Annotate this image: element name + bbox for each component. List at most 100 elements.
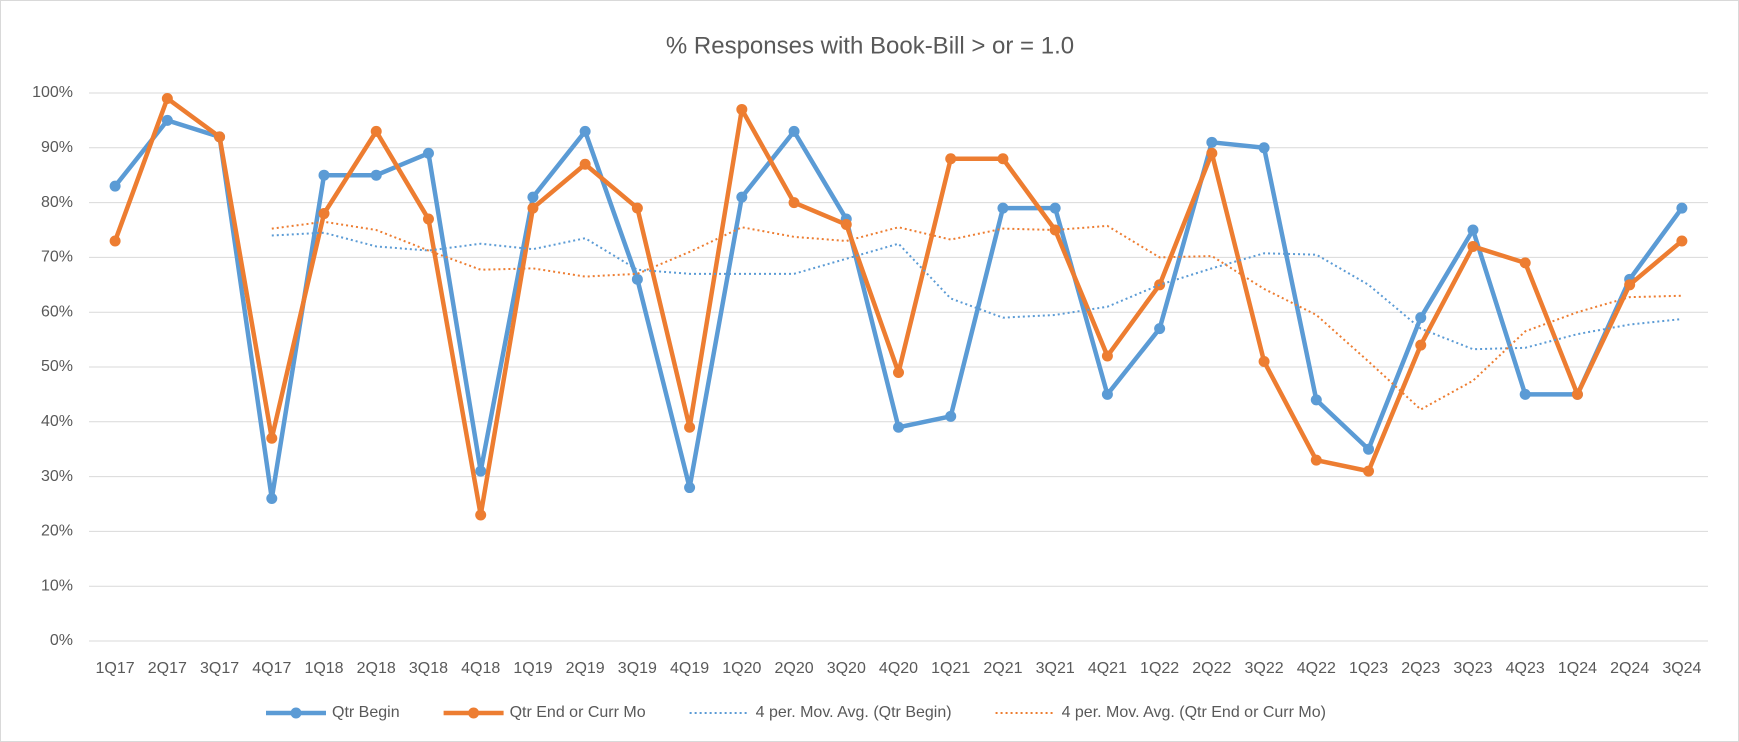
data-point [370, 125, 382, 137]
data-point [475, 465, 487, 477]
data-point [318, 169, 330, 181]
data-point [1258, 142, 1270, 154]
x-tick-label: 1Q19 [513, 660, 552, 677]
data-point [893, 366, 904, 378]
x-tick-label: 2Q20 [774, 660, 813, 677]
y-tick-label: 0% [50, 632, 73, 649]
y-tick-label: 20% [41, 523, 73, 540]
legend-label: 4 per. Mov. Avg. (Qtr Begin) [756, 704, 952, 721]
x-tick-label: 2Q21 [983, 660, 1022, 677]
data-point [214, 131, 226, 143]
x-tick-label: 4Q17 [252, 660, 291, 677]
data-point [1519, 257, 1531, 269]
y-tick-label: 90% [41, 139, 73, 156]
data-point [945, 153, 957, 165]
data-point [475, 509, 487, 521]
data-point [945, 410, 957, 422]
legend-label: Qtr Begin [332, 704, 400, 721]
y-tick-label: 60% [41, 303, 73, 320]
x-tick-label: 4Q22 [1297, 660, 1336, 677]
data-point [579, 125, 591, 137]
data-point [684, 482, 696, 494]
x-tick-label: 4Q21 [1088, 660, 1127, 677]
y-tick-label: 30% [41, 468, 73, 485]
data-point [109, 235, 121, 247]
data-point [527, 202, 539, 214]
data-point [1101, 388, 1113, 400]
data-point [631, 202, 643, 214]
x-tick-label: 3Q19 [618, 660, 657, 677]
data-point [997, 153, 1009, 165]
data-point [422, 213, 434, 225]
data-point [266, 432, 278, 444]
x-tick-label: 2Q18 [357, 660, 396, 677]
x-tick-label: 1Q24 [1558, 660, 1597, 677]
x-tick-label: 1Q18 [304, 660, 343, 677]
x-tick-label: 3Q22 [1245, 660, 1284, 677]
x-tick-label: 4Q18 [461, 660, 500, 677]
data-point [161, 92, 173, 104]
y-tick-label: 70% [41, 249, 73, 266]
data-point [1571, 388, 1583, 400]
data-point [736, 191, 748, 203]
data-point [579, 158, 591, 170]
data-point [631, 273, 643, 285]
data-point [840, 219, 852, 231]
data-point [1206, 136, 1218, 148]
data-point [1206, 147, 1218, 159]
data-point [1519, 388, 1531, 400]
x-tick-label: 3Q17 [200, 660, 239, 677]
x-tick-label: 4Q19 [670, 660, 709, 677]
legend-marker [468, 707, 480, 719]
x-tick-label: 3Q21 [1036, 660, 1075, 677]
data-point [318, 208, 330, 220]
data-point [1467, 224, 1479, 236]
data-point [1415, 339, 1427, 351]
y-tick-label: 40% [41, 413, 73, 430]
x-tick-label: 2Q17 [148, 660, 187, 677]
data-point [266, 493, 278, 505]
legend-label: Qtr End or Curr Mo [510, 704, 646, 721]
data-point [1310, 394, 1322, 406]
data-point [893, 421, 904, 433]
data-point [736, 103, 748, 115]
data-point [997, 202, 1009, 214]
legend-label: 4 per. Mov. Avg. (Qtr End or Curr Mo) [1062, 704, 1326, 721]
data-point [1363, 443, 1375, 455]
data-point [1624, 279, 1636, 291]
y-tick-label: 100% [32, 84, 73, 101]
chart-title: % Responses with Book-Bill > or = 1.0 [666, 32, 1074, 59]
data-point [788, 125, 800, 137]
data-point [1049, 224, 1061, 236]
x-tick-label: 1Q23 [1349, 660, 1388, 677]
x-tick-label: 3Q20 [827, 660, 866, 677]
data-point [684, 421, 696, 433]
data-point [422, 147, 434, 159]
x-tick-label: 2Q22 [1192, 660, 1231, 677]
x-tick-label: 2Q24 [1610, 660, 1649, 677]
y-tick-label: 10% [41, 577, 73, 594]
data-point [109, 180, 121, 192]
x-tick-label: 3Q24 [1662, 660, 1701, 677]
x-tick-label: 4Q20 [879, 660, 918, 677]
data-point [161, 114, 173, 126]
y-tick-label: 50% [41, 358, 73, 375]
x-tick-label: 3Q18 [409, 660, 448, 677]
data-point [1363, 465, 1375, 477]
data-point [527, 191, 539, 203]
x-tick-label: 4Q23 [1506, 660, 1545, 677]
x-tick-label: 1Q20 [722, 660, 761, 677]
data-point [1310, 454, 1322, 466]
data-point [1049, 202, 1061, 214]
data-point [1415, 312, 1427, 324]
data-point [1154, 323, 1166, 335]
data-point [1676, 202, 1688, 214]
data-point [1467, 240, 1479, 252]
x-tick-label: 2Q19 [566, 660, 605, 677]
x-tick-label: 1Q22 [1140, 660, 1179, 677]
x-tick-label: 2Q23 [1401, 660, 1440, 677]
x-tick-label: 1Q21 [931, 660, 970, 677]
legend-marker [290, 707, 302, 719]
data-point [1676, 235, 1688, 247]
